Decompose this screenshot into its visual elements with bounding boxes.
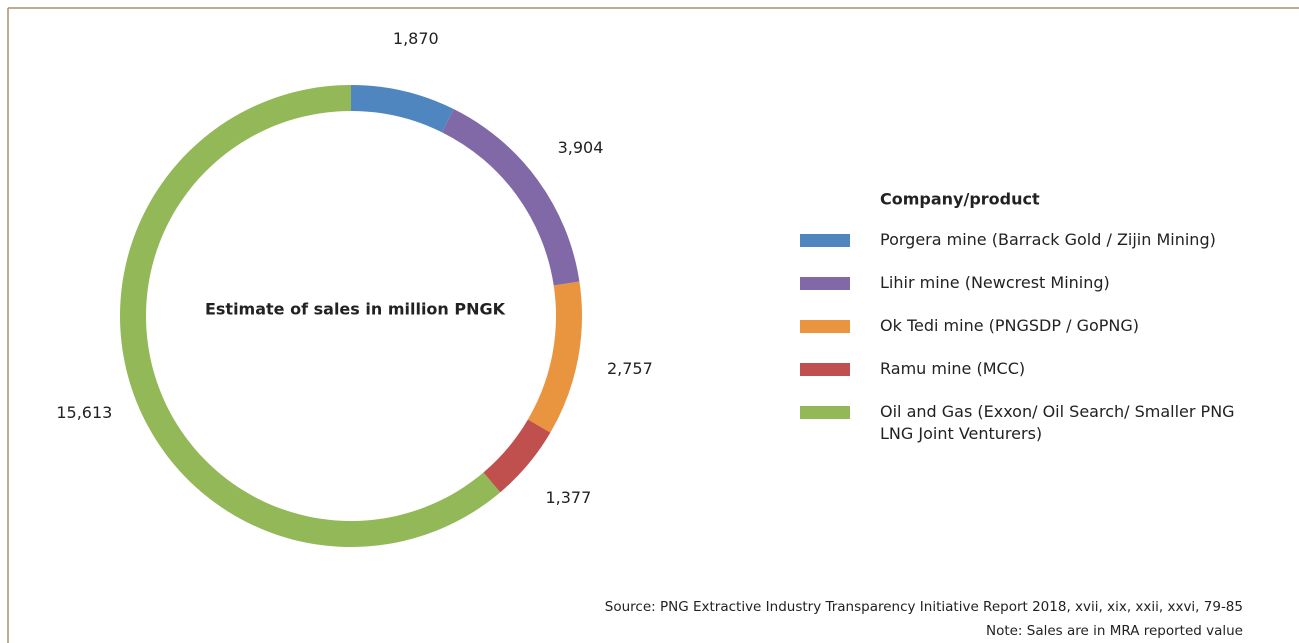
donut-segment xyxy=(527,281,582,433)
donut-segment xyxy=(351,85,454,133)
value-label: 1,870 xyxy=(393,29,439,48)
value-label: 15,613 xyxy=(56,403,112,422)
note: Note: Sales are in MRA reported value xyxy=(986,623,1243,639)
legend-label: Lihir mine (Newcrest Mining) xyxy=(880,273,1110,292)
value-label: 3,904 xyxy=(558,138,604,157)
value-label: 1,377 xyxy=(545,488,591,507)
legend-swatch xyxy=(800,234,850,247)
center-title: Estimate of sales in million PNGK xyxy=(205,300,506,319)
legend-label: Porgera mine (Barrack Gold / Zijin Minin… xyxy=(880,230,1216,249)
source: Source: PNG Extractive Industry Transpar… xyxy=(605,599,1243,615)
legend-label: Ok Tedi mine (PNGSDP / GoPNG) xyxy=(880,316,1140,335)
value-label: 2,757 xyxy=(607,359,653,378)
donut-segment xyxy=(483,419,551,493)
donut-segment xyxy=(120,85,501,547)
legend-swatch xyxy=(800,277,850,290)
legend-swatch xyxy=(800,363,850,376)
legend-title: Company/product xyxy=(880,190,1040,209)
legend-label: Ramu mine (MCC) xyxy=(880,359,1026,378)
legend-label: Oil and Gas (Exxon/ Oil Search/ Smaller … xyxy=(880,402,1235,443)
legend-swatch xyxy=(800,320,850,333)
donut-segment xyxy=(442,109,580,286)
legend-swatch xyxy=(800,406,850,419)
